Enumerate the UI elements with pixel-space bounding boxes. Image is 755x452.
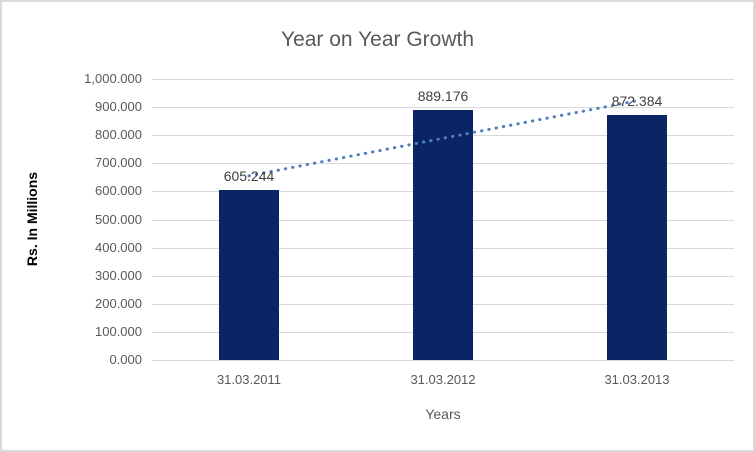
y-tick-label: 800.000	[95, 127, 142, 143]
y-tick-label: 400.000	[95, 239, 142, 255]
y-tick-label: 0.000	[109, 352, 142, 367]
x-category-label: 31.03.2013	[604, 372, 670, 387]
bar-data-label: 605.244	[223, 167, 275, 184]
gridline	[152, 79, 734, 80]
bar-31.03.2012	[413, 110, 473, 360]
y-tick-label: 300.000	[95, 267, 142, 283]
y-tick-label: 600.000	[95, 183, 142, 199]
y-tick-label: 200.000	[95, 295, 142, 311]
y-tick-label: 900.000	[95, 99, 142, 115]
y-tick-label: 700.000	[95, 155, 142, 171]
x-category-label: 31.03.2012	[410, 372, 476, 387]
x-category-label: 31.03.2011	[216, 372, 282, 387]
y-tick-label: 500.000	[95, 211, 142, 227]
chart-title: Year on Year Growth	[280, 28, 475, 51]
x-axis-line	[152, 360, 734, 361]
bar-data-label: 889.176	[417, 88, 469, 105]
x-axis-title: Years	[425, 406, 461, 422]
bar-31.03.2011	[219, 189, 279, 360]
y-tick-label: 1,000.000	[84, 71, 142, 86]
plot-area	[152, 79, 734, 361]
bar-data-label: 872.384	[611, 92, 663, 109]
y-tick-label: 100.000	[95, 323, 142, 339]
bar-31.03.2013	[607, 114, 667, 360]
